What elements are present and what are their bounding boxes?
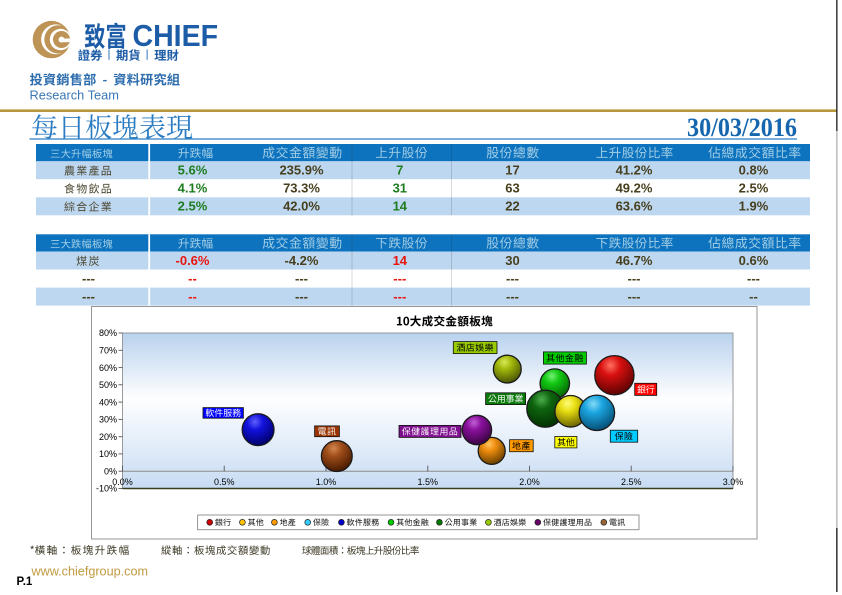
svg-text:---: --- <box>506 289 519 304</box>
svg-text:70%: 70% <box>99 346 117 356</box>
svg-text:---: --- <box>506 271 519 286</box>
svg-text:80%: 80% <box>99 328 117 338</box>
svg-text:14: 14 <box>393 253 408 268</box>
svg-text:7: 7 <box>396 163 403 178</box>
svg-text:40%: 40% <box>99 397 117 407</box>
svg-text:www.chiefgroup.com: www.chiefgroup.com <box>31 564 148 579</box>
svg-text:-10%: -10% <box>96 484 117 494</box>
svg-text:49.2%: 49.2% <box>616 181 653 196</box>
svg-text:30%: 30% <box>99 415 117 425</box>
svg-text:63.6%: 63.6% <box>616 199 653 214</box>
svg-text:4.1%: 4.1% <box>178 181 208 196</box>
svg-text:63: 63 <box>505 181 519 196</box>
svg-text:---: --- <box>393 271 406 286</box>
svg-text:3.0%: 3.0% <box>723 477 744 487</box>
svg-text:1.5%: 1.5% <box>418 477 439 487</box>
svg-text:10%: 10% <box>99 449 117 459</box>
svg-text:Research Team: Research Team <box>30 87 119 102</box>
svg-text:22: 22 <box>505 199 519 214</box>
svg-text:--: -- <box>749 289 758 304</box>
svg-text:-0.6%: -0.6% <box>176 253 210 268</box>
svg-text:2.5%: 2.5% <box>739 181 769 196</box>
svg-text:0.0%: 0.0% <box>112 477 133 487</box>
svg-text:---: --- <box>628 289 641 304</box>
svg-text:17: 17 <box>505 163 519 178</box>
svg-text:P.1: P.1 <box>17 576 33 588</box>
svg-text:---: --- <box>747 271 760 286</box>
svg-text:--: -- <box>188 289 197 304</box>
svg-text:---: --- <box>82 289 95 304</box>
svg-text:0.6%: 0.6% <box>739 253 769 268</box>
svg-text:5.6%: 5.6% <box>178 163 208 178</box>
svg-text:42.0%: 42.0% <box>283 199 320 214</box>
svg-text:31: 31 <box>393 181 407 196</box>
svg-text:2.5%: 2.5% <box>178 199 208 214</box>
svg-text:235.9%: 235.9% <box>279 163 324 178</box>
svg-text:--: -- <box>188 271 197 286</box>
svg-text:73.3%: 73.3% <box>283 181 320 196</box>
svg-text:---: --- <box>628 271 641 286</box>
svg-text:60%: 60% <box>99 363 117 373</box>
svg-text:30: 30 <box>505 253 519 268</box>
svg-text:46.7%: 46.7% <box>616 253 653 268</box>
svg-text:41.2%: 41.2% <box>616 163 653 178</box>
svg-text:2.5%: 2.5% <box>621 477 642 487</box>
svg-text:-4.2%: -4.2% <box>285 253 319 268</box>
svg-text:20%: 20% <box>99 432 117 442</box>
svg-text:CHIEF: CHIEF <box>133 18 219 53</box>
svg-text:---: --- <box>295 271 308 286</box>
svg-text:0.8%: 0.8% <box>739 163 769 178</box>
svg-text:---: --- <box>295 289 308 304</box>
svg-text:0.5%: 0.5% <box>214 477 235 487</box>
svg-text:14: 14 <box>393 199 408 214</box>
svg-text:2.0%: 2.0% <box>519 477 540 487</box>
svg-text:---: --- <box>82 271 95 286</box>
svg-text:30/03/2016: 30/03/2016 <box>687 112 797 142</box>
svg-text:---: --- <box>393 289 406 304</box>
svg-text:1.0%: 1.0% <box>316 477 337 487</box>
svg-text:0%: 0% <box>104 466 117 476</box>
svg-text:1.9%: 1.9% <box>739 199 769 214</box>
svg-text:50%: 50% <box>99 380 117 390</box>
